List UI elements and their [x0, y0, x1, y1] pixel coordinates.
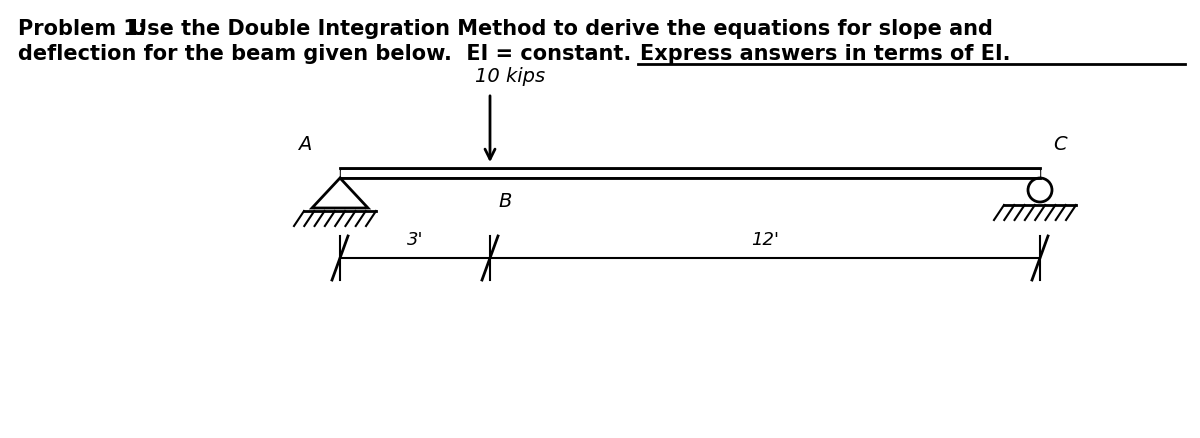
- Text: Use the Double Integration Method to derive the equations for slope and: Use the Double Integration Method to der…: [124, 19, 992, 39]
- Text: 3': 3': [407, 230, 424, 248]
- Bar: [340, 169, 1040, 179]
- Text: Express answers in terms of EI.: Express answers in terms of EI.: [640, 44, 1010, 64]
- Text: 10 kips: 10 kips: [475, 67, 545, 86]
- Text: deflection for the beam given below.  EI = constant.: deflection for the beam given below. EI …: [18, 44, 638, 64]
- Text: A: A: [299, 135, 312, 154]
- Text: C: C: [1054, 135, 1067, 154]
- Text: 12': 12': [751, 230, 779, 248]
- Text: Problem 1:: Problem 1:: [18, 19, 146, 39]
- Bar: [341, 171, 1039, 177]
- Text: B: B: [498, 191, 511, 211]
